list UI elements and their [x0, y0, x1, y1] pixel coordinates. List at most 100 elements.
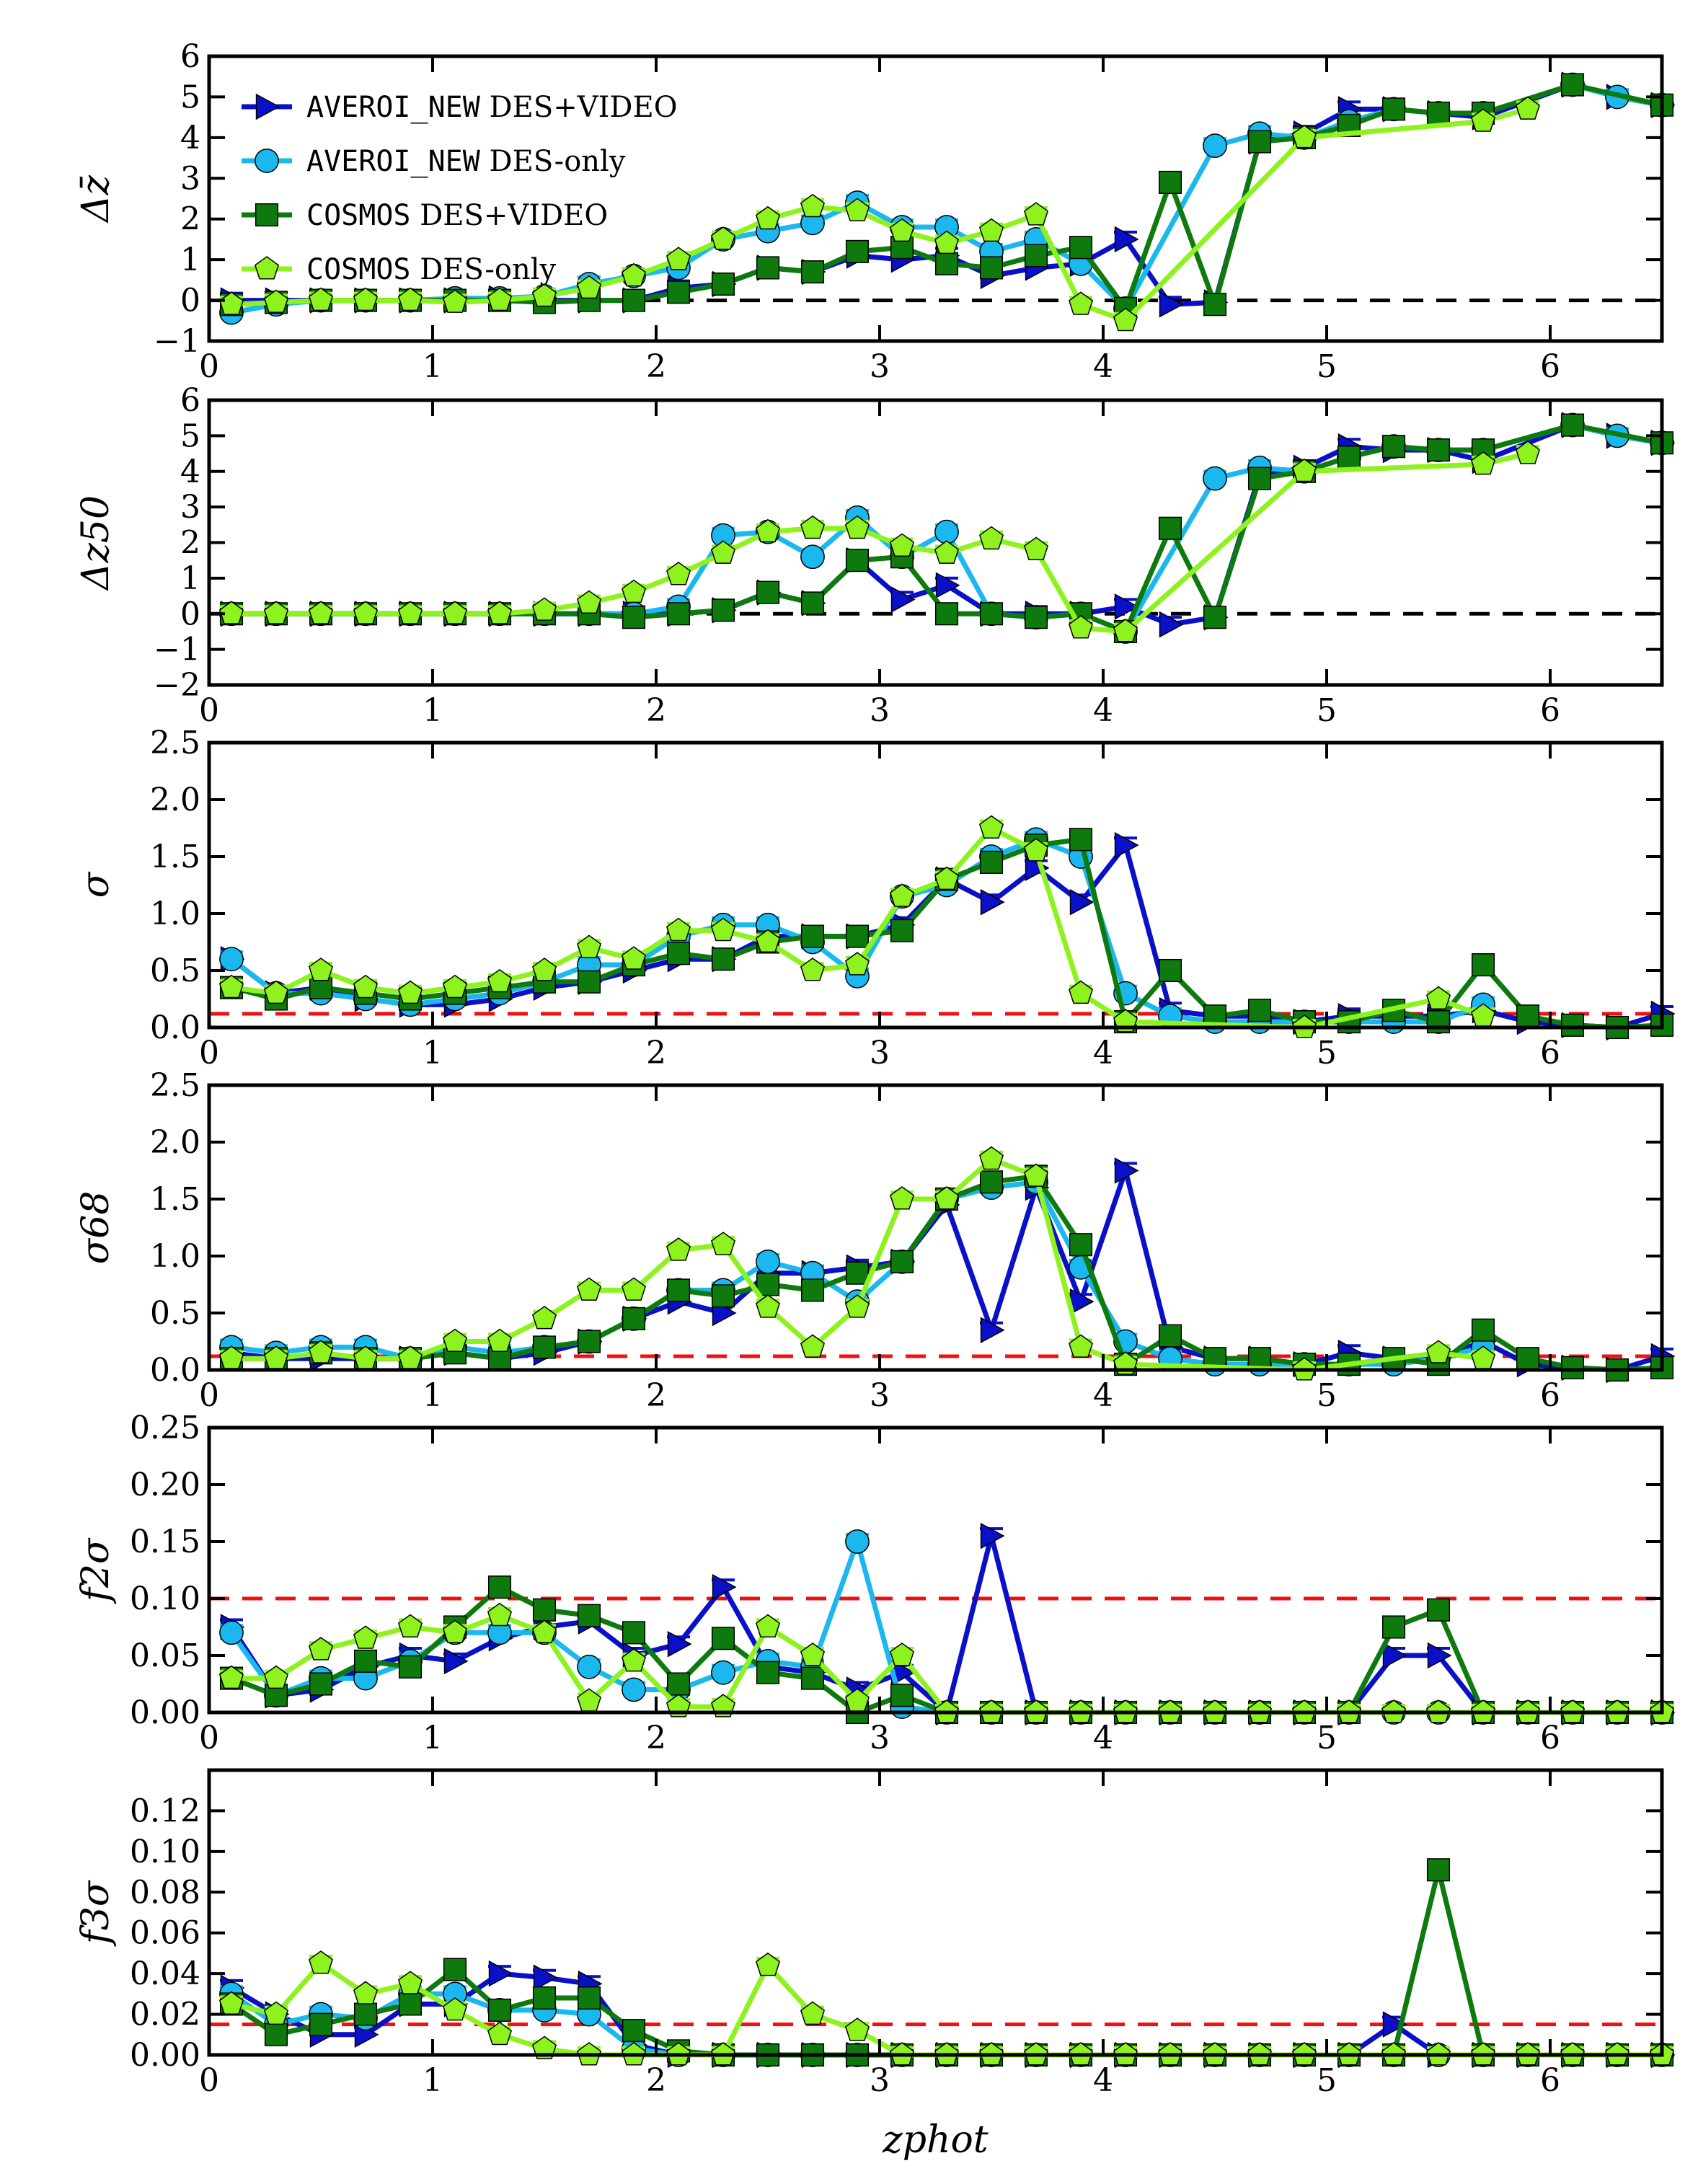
data-point — [755, 1614, 781, 1638]
data-point — [353, 601, 379, 624]
data-point — [934, 1186, 960, 1210]
series-line — [231, 451, 1529, 635]
data-point — [1159, 611, 1184, 638]
data-point — [308, 287, 334, 311]
y-tick-label: 0.15 — [130, 1524, 200, 1560]
x-tick-label: 3 — [870, 2062, 890, 2099]
data-point — [532, 1598, 557, 1622]
y-tick-label: 5 — [180, 79, 200, 115]
data-point — [890, 919, 914, 942]
series-4 — [218, 441, 1541, 642]
data-point — [1023, 838, 1049, 862]
legend-marker — [254, 256, 280, 280]
x-tick-label: 4 — [1093, 1377, 1113, 1414]
x-tick-label: 3 — [870, 1377, 890, 1414]
data-point — [1158, 1324, 1182, 1348]
data-point — [443, 1648, 469, 1675]
data-point — [1471, 1318, 1495, 1342]
data-point — [1203, 466, 1227, 491]
x-tick-label: 4 — [1093, 1035, 1113, 1071]
data-point — [845, 1529, 870, 1554]
data-point — [219, 947, 244, 972]
y-tick-label: 2 — [180, 201, 200, 238]
data-point — [1023, 202, 1049, 226]
x-tick-label: 5 — [1317, 692, 1337, 729]
data-point — [1337, 445, 1361, 469]
data-point — [621, 262, 647, 287]
data-point — [263, 2001, 289, 2025]
data-point — [1023, 1163, 1049, 1187]
data-point — [1069, 828, 1093, 852]
data-point — [622, 288, 646, 312]
y-tick-label: 1.0 — [150, 896, 200, 932]
data-point — [1426, 1010, 1451, 1034]
data-point — [1382, 2011, 1407, 2038]
y-axis-label: Δz50 — [74, 495, 118, 591]
data-point — [1159, 291, 1184, 318]
data-point — [800, 1643, 826, 1666]
data-point — [1024, 244, 1048, 268]
data-point — [666, 562, 691, 585]
x-tick-label: 2 — [646, 1377, 666, 1414]
y-tick-label: 0.00 — [130, 1694, 200, 1731]
data-point — [889, 1186, 915, 1210]
data-point — [979, 1170, 1004, 1194]
y-tick-label: 1.5 — [150, 839, 200, 875]
data-point — [1516, 1004, 1540, 1028]
data-point — [1247, 467, 1272, 490]
data-point — [1381, 97, 1406, 121]
x-tick-label: 6 — [1540, 2062, 1560, 2099]
data-point — [844, 198, 870, 221]
data-point — [219, 1620, 244, 1645]
y-tick-label: 3 — [180, 489, 200, 526]
data-point — [1247, 130, 1272, 154]
data-point — [1113, 619, 1138, 642]
data-point — [845, 924, 870, 948]
data-point — [1069, 888, 1095, 916]
data-point — [1114, 831, 1139, 859]
x-tick-label: 2 — [646, 2062, 666, 2099]
y-axis-label: σ — [74, 871, 118, 898]
data-point — [667, 1630, 692, 1658]
data-point — [800, 193, 826, 218]
data-point — [800, 958, 826, 981]
y-axis-label: f3σ — [74, 1880, 118, 1947]
legend-marker — [255, 93, 280, 120]
data-point — [755, 205, 781, 230]
data-point — [397, 287, 423, 311]
y-tick-label: 0.0 — [150, 1009, 200, 1046]
data-point — [1425, 986, 1451, 1010]
data-point — [532, 1986, 557, 2010]
data-point — [1068, 615, 1094, 639]
plot-frame — [207, 1083, 1664, 1372]
data-point — [532, 1335, 557, 1359]
data-point — [710, 917, 736, 942]
data-point — [800, 1278, 825, 1302]
data-point — [845, 239, 870, 263]
y-tick-label: 0.05 — [130, 1637, 200, 1674]
data-point — [308, 601, 334, 624]
data-point — [397, 1614, 423, 1638]
data-point — [487, 287, 513, 311]
series-3 — [219, 1858, 1674, 2067]
data-point — [308, 1340, 334, 1363]
x-tick-label: 1 — [423, 1720, 443, 1756]
data-point — [353, 2002, 378, 2026]
data-point — [978, 815, 1004, 839]
data-point — [980, 888, 1005, 916]
y-tick-label: 0.5 — [150, 1295, 200, 1332]
y-tick-label: 0.02 — [130, 1997, 200, 2033]
data-point — [889, 533, 915, 557]
data-point — [309, 2012, 333, 2036]
data-point — [621, 579, 647, 604]
data-point — [756, 1250, 780, 1274]
data-point — [621, 1648, 647, 1672]
data-point — [1158, 170, 1182, 194]
x-tick-label: 4 — [1093, 692, 1113, 729]
data-point — [531, 1619, 557, 1643]
data-point — [442, 1997, 468, 2021]
data-point — [755, 1294, 781, 1318]
legend-entry: COSMOS DES+VIDEO — [306, 199, 608, 232]
data-point — [1068, 291, 1094, 315]
